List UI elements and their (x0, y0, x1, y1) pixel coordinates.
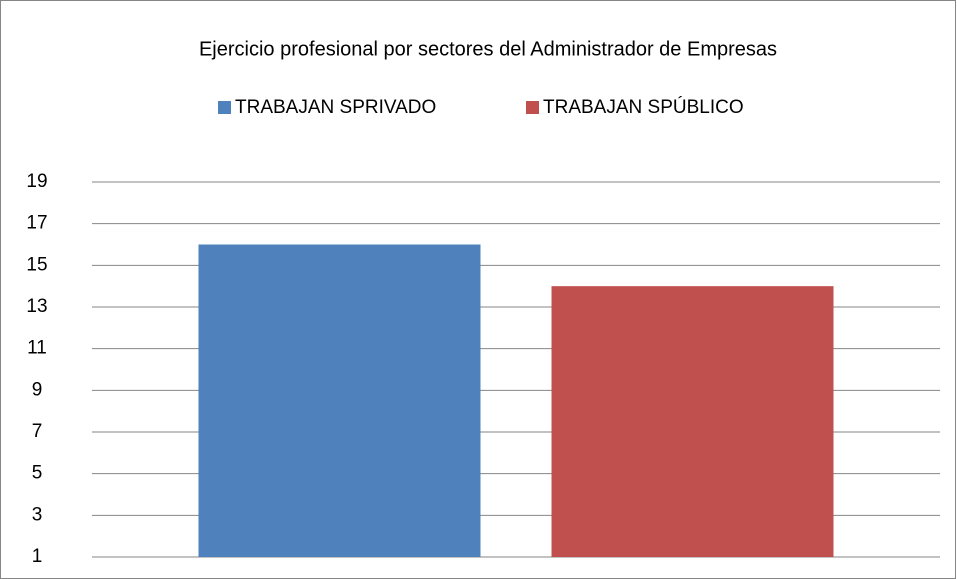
y-tick-label: 1 (32, 546, 43, 567)
bar (198, 244, 481, 557)
y-tick-label: 5 (32, 463, 43, 484)
y-tick-label: 11 (27, 338, 47, 359)
y-tick-label: 19 (26, 171, 47, 192)
y-tick-label: 13 (26, 296, 47, 317)
legend-swatch (526, 101, 539, 114)
legend-label: TRABAJAN SPÚBLICO (543, 96, 744, 118)
y-tick-label: 9 (32, 379, 43, 400)
y-tick-label: 17 (26, 213, 47, 234)
legend-swatch (218, 101, 231, 114)
y-tick-label: 3 (32, 504, 43, 525)
y-tick-label: 15 (26, 254, 47, 275)
y-tick-label: 7 (32, 421, 43, 442)
chart-title: Ejercicio profesional por sectores del A… (199, 38, 777, 60)
bar (551, 286, 834, 557)
legend-label: TRABAJAN SPRIVADO (235, 97, 436, 118)
